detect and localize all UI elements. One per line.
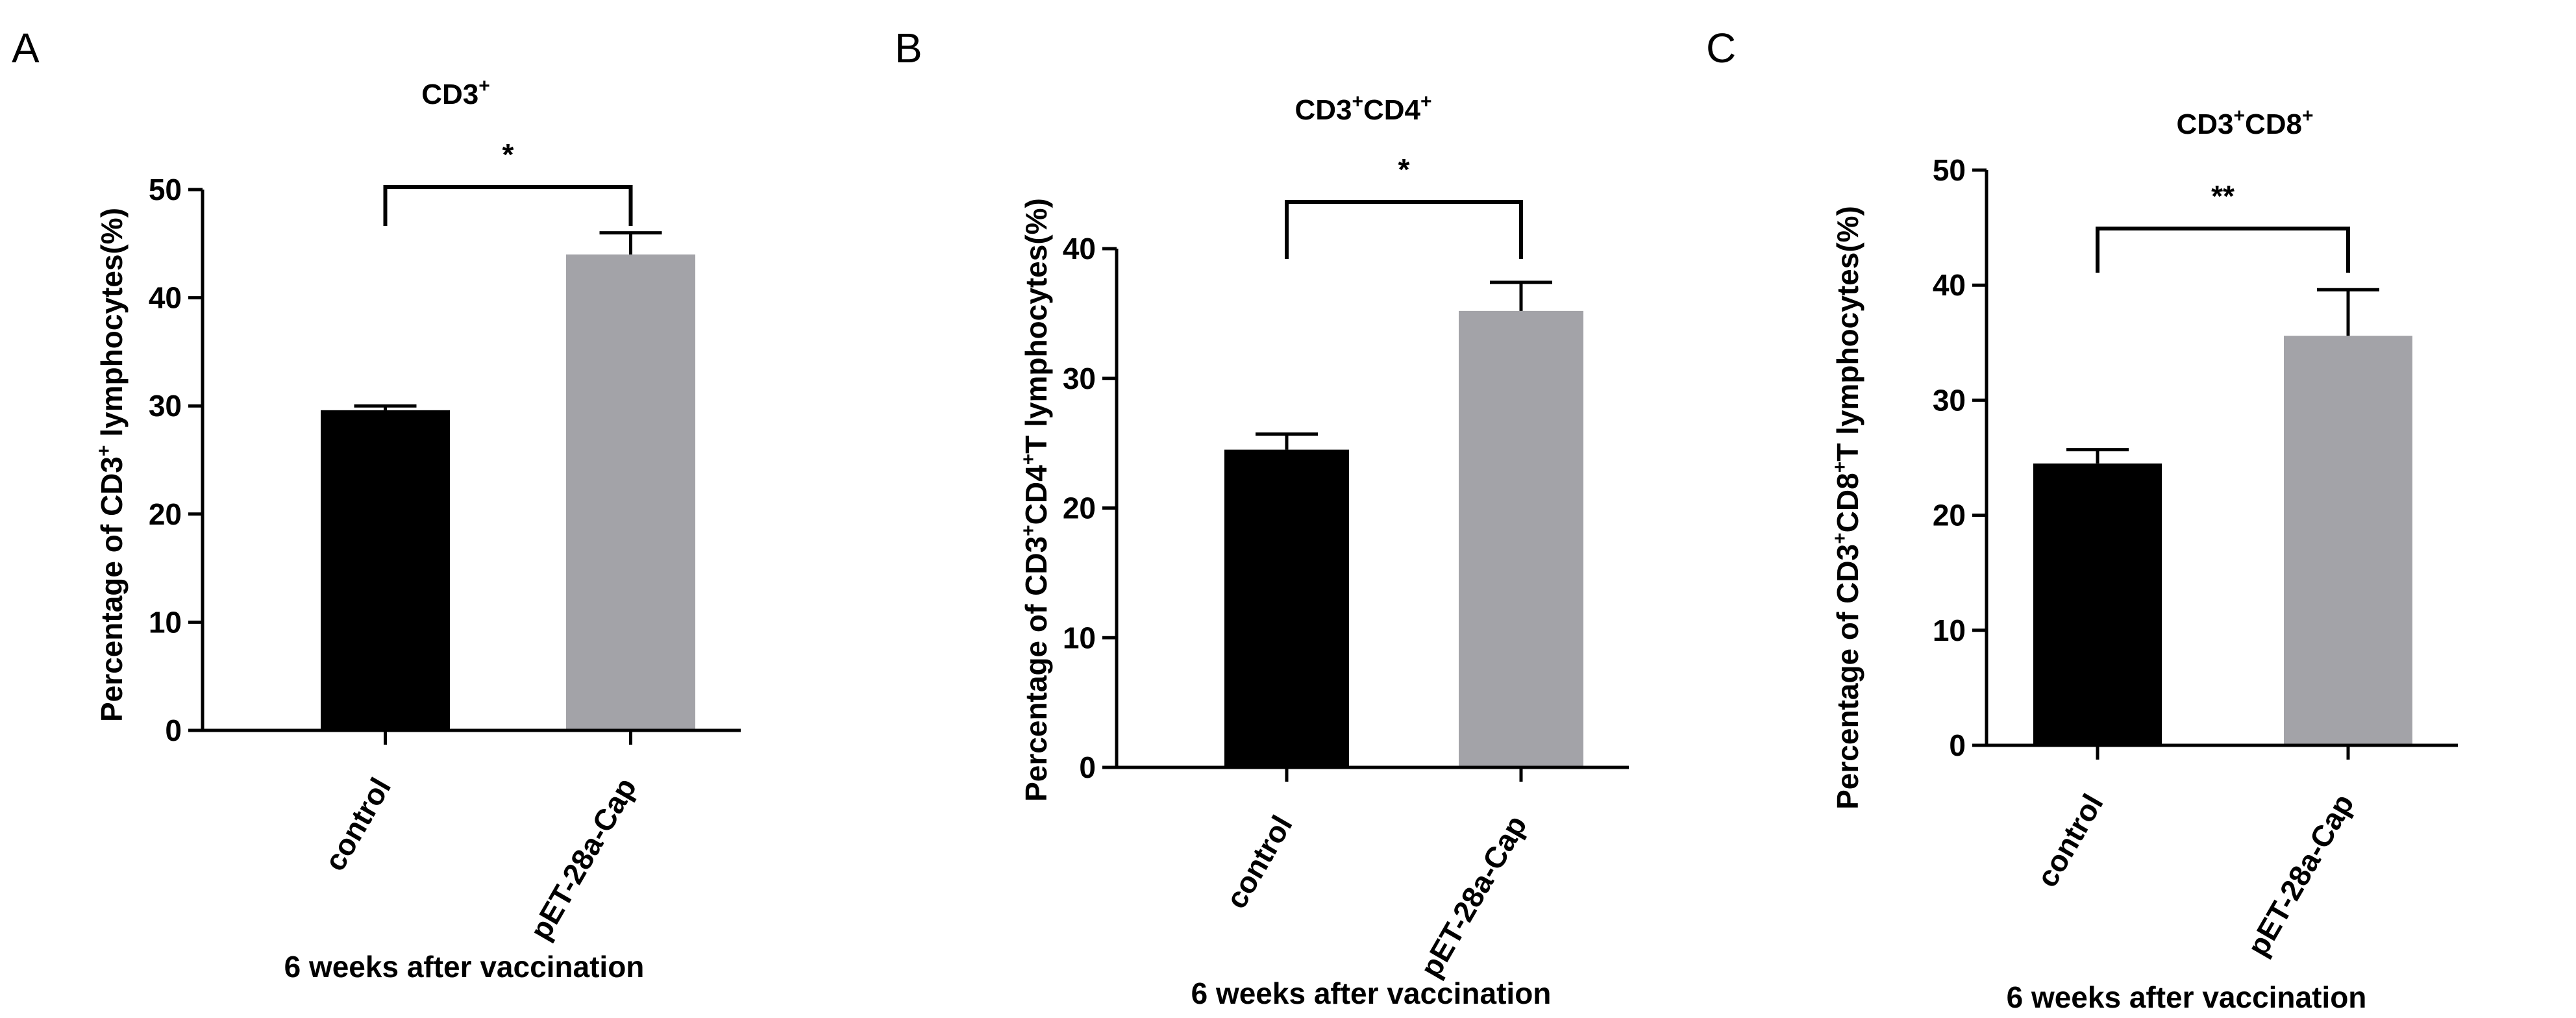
plot-area-b: control pET-28a-Cap 0 10 20 30 40 *: [1063, 153, 1629, 983]
plot-area-a: control pET-28a-Cap 0 10 20 30 40 50 *: [149, 138, 741, 945]
bar-a-1: [321, 410, 450, 730]
plot-area-c: control pET-28a-Cap 0 10 20 30 40 50 **: [1933, 153, 2458, 962]
x-axis-label-c: 6 weeks after vaccination: [2007, 980, 2367, 1014]
y-tick-label-a-0: 0: [165, 714, 182, 747]
y-tick-label-c-30: 30: [1933, 383, 1966, 417]
bar-c-1: [2033, 463, 2162, 745]
chart-title-a: CD3+: [421, 75, 490, 110]
y-tick-label-c-40: 40: [1933, 268, 1966, 302]
bar-c-2: [2284, 336, 2412, 745]
x-tick-label-b-2: pET-28a-Cap: [1413, 810, 1533, 983]
y-tick-label-a-50: 50: [149, 173, 182, 206]
significance-marker-b: *: [1398, 153, 1410, 186]
panel-a: A CD3+ Percentage of CD3+ lymphocytes(%)…: [12, 25, 741, 984]
bar-b-2: [1459, 310, 1583, 767]
bar-b-1: [1224, 449, 1349, 767]
y-tick-label-c-50: 50: [1933, 153, 1966, 187]
x-tick-label-c-1: control: [2030, 788, 2110, 893]
chart-title-b: CD3+CD4+: [1294, 91, 1431, 126]
y-tick-label-a-40: 40: [149, 281, 182, 315]
y-tick-label-b-0: 0: [1079, 751, 1096, 784]
x-tick-label-a-1: control: [317, 772, 397, 876]
panel-letter-b: B: [895, 25, 923, 71]
y-tick-label-a-20: 20: [149, 497, 182, 531]
significance-bracket-c: [2096, 227, 2350, 273]
bar-a-2: [566, 254, 695, 731]
x-axis-label-a: 6 weeks after vaccination: [284, 950, 645, 984]
y-axis-label-c: Percentage of CD3+CD8+T lymphocytes(%): [1829, 206, 1864, 810]
panel-c: C CD3+CD8+ Percentage of CD3+CD8+T lymph…: [1706, 25, 2458, 1014]
panel-letter-a: A: [12, 25, 40, 71]
x-axis-label-b: 6 weeks after vaccination: [1191, 976, 1552, 1010]
significance-marker-c: **: [2211, 179, 2235, 213]
significance-bracket-b: [1285, 200, 1523, 259]
y-tick-label-c-0: 0: [1949, 728, 1966, 762]
y-axis-label-b: Percentage of CD3+CD4+T lymphocytes(%): [1018, 198, 1053, 802]
y-axis-label-a: Percentage of CD3+ lymphocytes(%): [93, 208, 129, 722]
significance-bracket-a: [383, 185, 633, 226]
y-tick-label-b-40: 40: [1063, 232, 1096, 266]
y-tick-label-a-30: 30: [149, 389, 182, 423]
y-tick-label-b-30: 30: [1063, 362, 1096, 395]
y-tick-label-b-10: 10: [1063, 621, 1096, 654]
significance-marker-a: *: [502, 138, 514, 171]
y-tick-label-c-20: 20: [1933, 499, 1966, 532]
x-tick-label-a-2: pET-28a-Cap: [523, 772, 643, 945]
y-tick-label-b-20: 20: [1063, 491, 1096, 525]
x-tick-label-b-1: control: [1219, 810, 1299, 914]
chart-title-c: CD3+CD8+: [2176, 105, 2313, 140]
panel-letter-c: C: [1706, 25, 1736, 71]
y-tick-label-a-10: 10: [149, 605, 182, 639]
y-tick-label-c-10: 10: [1933, 614, 1966, 647]
panel-b: B CD3+CD4+ Percentage of CD3+CD4+T lymph…: [895, 25, 1629, 1010]
x-tick-label-c-2: pET-28a-Cap: [2240, 788, 2360, 962]
